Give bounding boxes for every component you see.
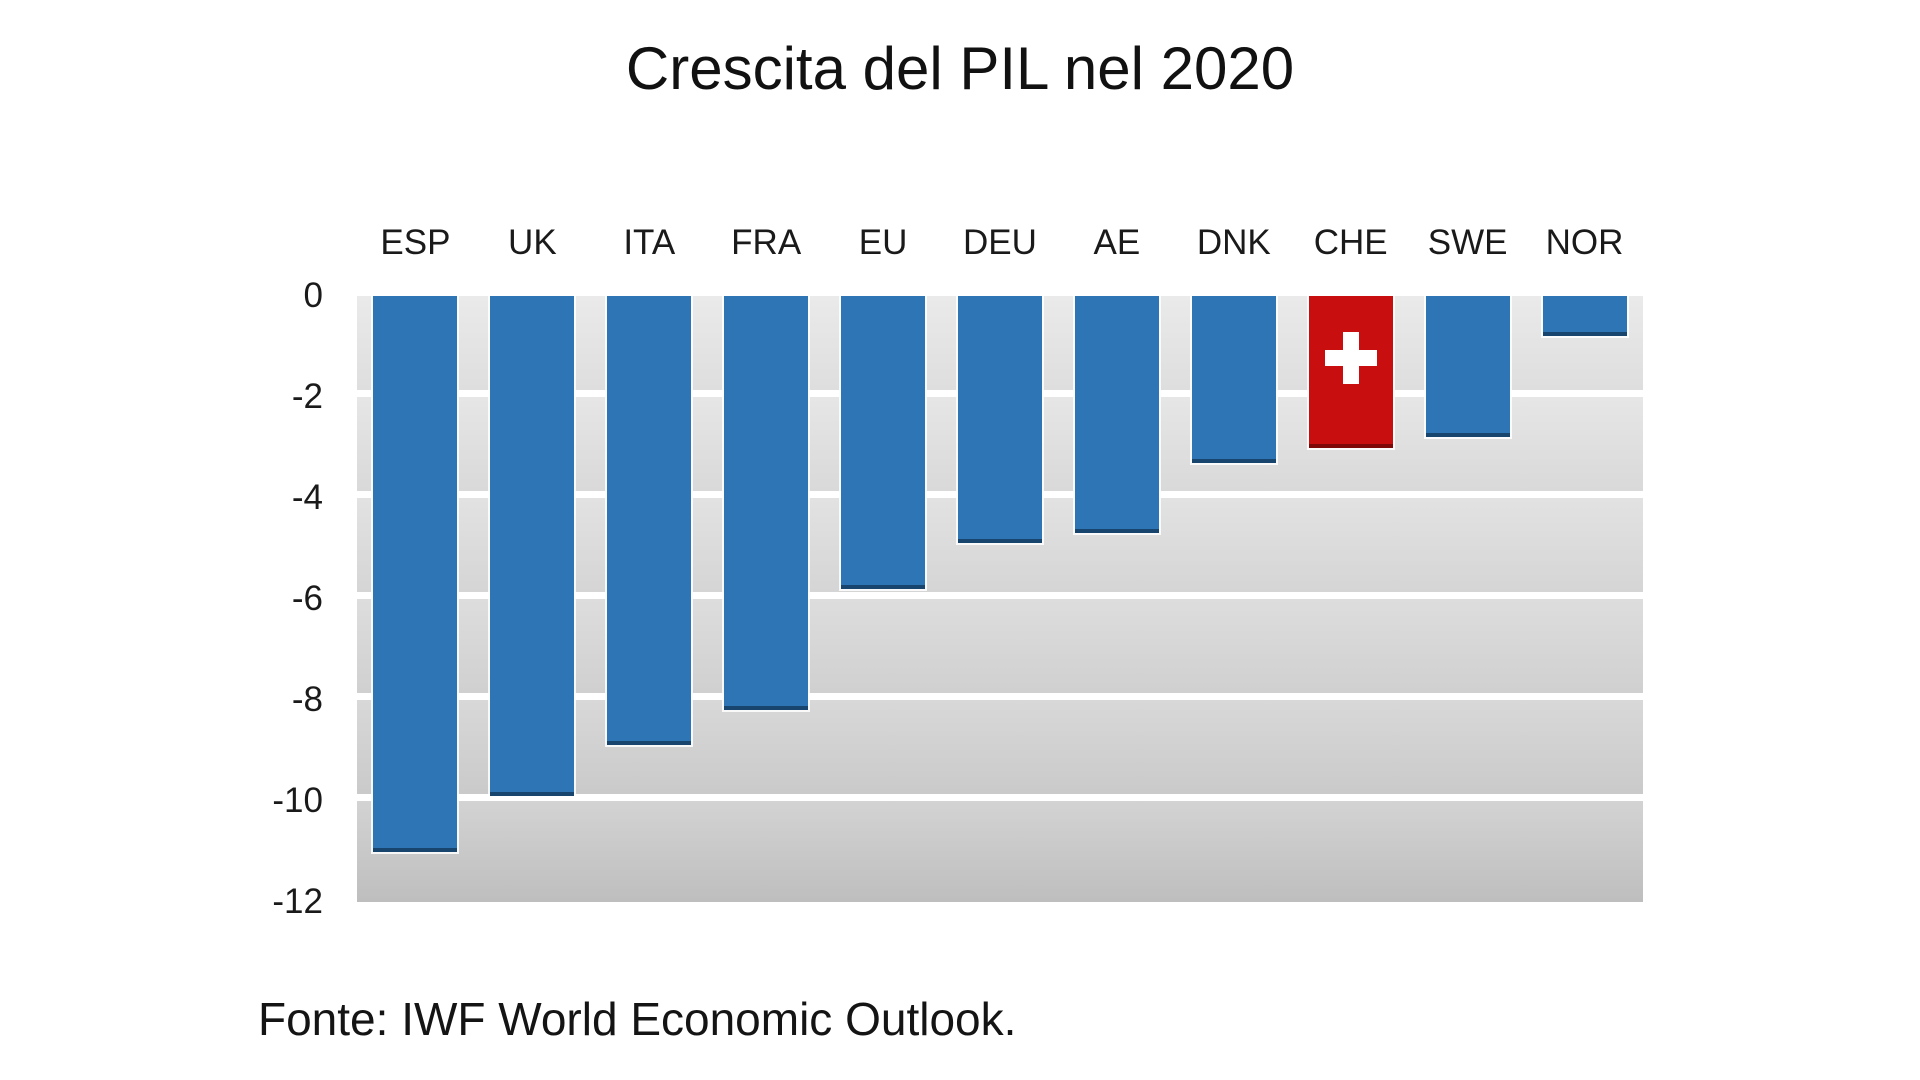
y-tick-label: -4: [291, 478, 323, 517]
bar-column-nor: [1526, 296, 1643, 902]
bar-column-eu: [825, 296, 942, 902]
category-labels: ESP UK ITA FRA EU DEU AE DNK CHE SWE NOR: [357, 210, 1643, 276]
category-label-ita: ITA: [623, 223, 676, 262]
bar-column-ae: [1058, 296, 1175, 902]
bar-column-ita: [591, 296, 708, 902]
plot-band: [357, 801, 1643, 902]
bars-layer: [357, 296, 1643, 902]
bar-nor: [1542, 296, 1627, 337]
swiss-cross-icon: [1324, 332, 1377, 384]
chart-title: Crescita del PIL nel 2020: [625, 35, 1295, 102]
bar-esp: [373, 296, 458, 852]
y-tick-label: -12: [272, 882, 323, 921]
bar-uk: [490, 296, 575, 796]
y-tick-label: -10: [272, 781, 323, 820]
bar-column-fra: [708, 296, 825, 902]
source-note: Fonte: IWF World Economic Outlook.: [258, 993, 1017, 1045]
bar-fra: [724, 296, 809, 711]
y-tick-label: -2: [291, 377, 323, 416]
gridline: [357, 794, 1643, 801]
category-label-fra: FRA: [731, 223, 802, 262]
y-axis: 0 -2 -4 -6 -8 -10 -12: [0, 276, 323, 921]
bar-che: [1308, 296, 1393, 448]
bar-deu: [957, 296, 1042, 544]
y-tick-label: 0: [303, 276, 323, 315]
bar-column-uk: [474, 296, 591, 902]
bar-column-deu: [942, 296, 1059, 902]
category-label-dnk: DNK: [1196, 223, 1271, 262]
bar-column-che: [1292, 296, 1409, 902]
y-tick-label: -8: [291, 680, 323, 719]
bar-dnk: [1191, 296, 1276, 463]
category-label-deu: DEU: [963, 223, 1037, 262]
category-label-eu: EU: [858, 223, 908, 262]
bar-ita: [607, 296, 692, 746]
bar-column-dnk: [1175, 296, 1292, 902]
category-label-ae: AE: [1093, 223, 1141, 262]
bar-swe: [1425, 296, 1510, 438]
category-label-swe: SWE: [1427, 223, 1508, 262]
gridline: [357, 592, 1643, 599]
bar-column-esp: [357, 296, 474, 902]
gridline: [357, 693, 1643, 700]
bar-ae: [1074, 296, 1159, 534]
category-label-che: CHE: [1313, 223, 1388, 262]
y-tick-label: -6: [291, 579, 323, 618]
category-label-esp: ESP: [380, 223, 451, 262]
plot-area: [357, 296, 1643, 902]
category-label-nor: NOR: [1545, 223, 1624, 262]
category-label-uk: UK: [508, 223, 557, 262]
bar-column-swe: [1409, 296, 1526, 902]
bar-eu: [841, 296, 926, 589]
